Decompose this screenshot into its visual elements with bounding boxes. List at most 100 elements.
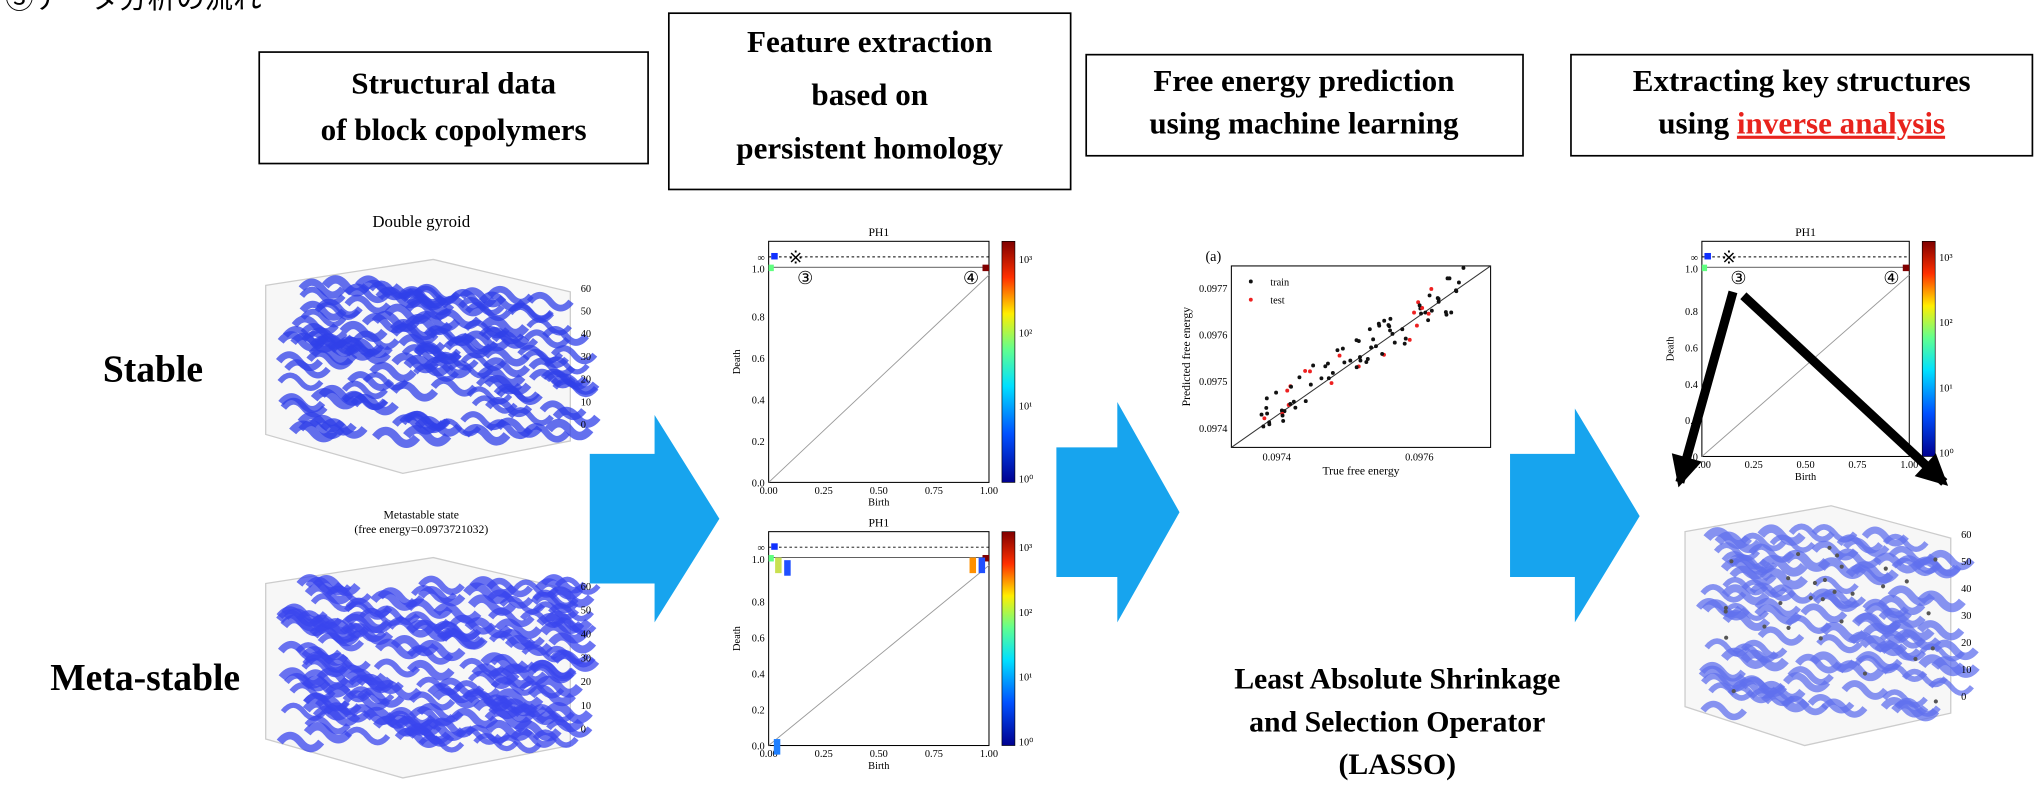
structure-strand: [1917, 620, 1965, 641]
structure-title: (free energy=0.0973721032): [354, 523, 488, 536]
inverse-arrow: [1675, 290, 1738, 484]
pd-y-tick: 0.2: [752, 705, 765, 716]
train-point: [1358, 358, 1363, 363]
key-point: [1820, 597, 1825, 602]
structure-strand: [1855, 651, 1903, 671]
pd-xlabel: Birth: [868, 761, 890, 772]
key-point: [1822, 577, 1827, 583]
inverse-arrow-head: [1671, 453, 1702, 488]
key-point: [1835, 553, 1840, 558]
train-point: [1436, 299, 1441, 304]
key-point: [1723, 609, 1728, 614]
structure-strand: [529, 704, 575, 723]
structure-strand: [1816, 634, 1863, 654]
structure-strand: [1842, 537, 1890, 557]
pd-y-tick: 0.6: [752, 354, 765, 365]
structure-strand: [1800, 603, 1848, 624]
train-point: [1265, 411, 1270, 416]
structure-strand: [417, 639, 466, 662]
pd-x-tick: 0.25: [815, 486, 833, 497]
structure-strand: [1713, 542, 1761, 561]
lasso-text: Least Absolute Shrinkage: [1234, 662, 1560, 695]
pd-point: [771, 252, 778, 260]
structure-strand: [302, 669, 350, 689]
structure-axis-tick: 60: [1961, 530, 1971, 541]
train-point: [1388, 328, 1393, 333]
structure-strand: [1781, 549, 1831, 572]
step-title: Free energy prediction: [1153, 63, 1454, 98]
structure-strand: [299, 286, 346, 306]
structure-strand: [403, 425, 452, 447]
train-point: [1282, 409, 1287, 414]
structure-strand: [523, 423, 570, 443]
structure-strand: [304, 651, 353, 673]
step-title: Feature extraction: [747, 24, 993, 59]
structure-axis-tick: 0: [581, 725, 586, 736]
structure-strand: [276, 731, 325, 753]
structure-axis-tick: 40: [581, 630, 591, 641]
structure-strand: [1740, 532, 1787, 552]
structure-strand: [307, 327, 354, 346]
structure-strand: [302, 698, 352, 721]
structure-strand: [1819, 622, 1868, 644]
pd-y-tick: 0.0: [752, 741, 765, 752]
colorbar-tick: 10²: [1939, 318, 1952, 329]
train-point: [1374, 344, 1378, 349]
step-title-highlight: inverse analysis: [1737, 106, 1945, 141]
structure-axis-tick: 20: [1961, 638, 1971, 649]
key-point: [1881, 584, 1886, 589]
train-point: [1259, 412, 1264, 417]
pd-y-tick: 1.0: [1685, 264, 1698, 275]
train-point: [1291, 399, 1296, 404]
structure-strand: [1807, 694, 1855, 714]
structure-strand: [464, 617, 513, 639]
structure-strand: [277, 372, 324, 391]
pd-y-tick: 1.0: [752, 264, 765, 275]
structure-strand: [344, 726, 391, 746]
train-point: [1311, 363, 1316, 368]
pd-annotation: ※: [1721, 247, 1736, 267]
pd-point: [771, 543, 778, 550]
colorbar-tick: 10⁰: [1019, 738, 1034, 749]
train-point: [1319, 376, 1324, 381]
structure-strand: [341, 613, 389, 634]
test-point: [1262, 416, 1267, 421]
key-point: [1812, 580, 1818, 586]
structure-strand: [404, 410, 451, 430]
colorbar: [1001, 240, 1016, 483]
structure-strand: [433, 602, 482, 624]
structure-strand: [500, 663, 550, 686]
reg-y-tick: 0.0975: [1199, 377, 1228, 388]
key-point: [1723, 605, 1728, 611]
structure-axis-tick: 50: [581, 307, 591, 318]
structure-strand: [1919, 643, 1965, 662]
pd-x-tick: 0.00: [1693, 460, 1711, 471]
structure-axis-tick: 0: [581, 420, 586, 431]
pd-y-tick: 1.0: [752, 555, 765, 566]
structure-axis-tick: 10: [581, 701, 591, 712]
structure-strand: [478, 291, 526, 312]
pd-x-tick: 0.75: [925, 486, 943, 497]
test-point: [1308, 369, 1312, 374]
structure-strand: [306, 349, 354, 370]
test-point: [1416, 300, 1421, 305]
train-point: [1382, 318, 1387, 323]
pd-x-tick: 1.00: [980, 749, 998, 760]
pd-x-tick: 0.75: [1848, 460, 1866, 471]
step-title: of block copolymers: [321, 112, 587, 147]
structure-strand: [1882, 689, 1928, 708]
train-point: [1293, 405, 1298, 410]
structure-strand: [341, 380, 388, 400]
colorbar-tick: 10¹: [1019, 401, 1032, 412]
train-point: [1456, 280, 1461, 285]
pd-y-tick: 0.8: [752, 312, 765, 323]
lasso-text: and Selection Operator: [1249, 705, 1545, 738]
structure-axis-tick: 20: [581, 677, 591, 688]
structure-strand: [450, 707, 499, 729]
structure-strand: [1931, 639, 1979, 661]
legend-label: test: [1270, 296, 1285, 307]
legend-label: train: [1270, 277, 1290, 288]
train-point: [1354, 338, 1359, 343]
structure-axis-tick: 10: [1961, 665, 1971, 676]
reg-y-tick: 0.0977: [1199, 284, 1228, 295]
